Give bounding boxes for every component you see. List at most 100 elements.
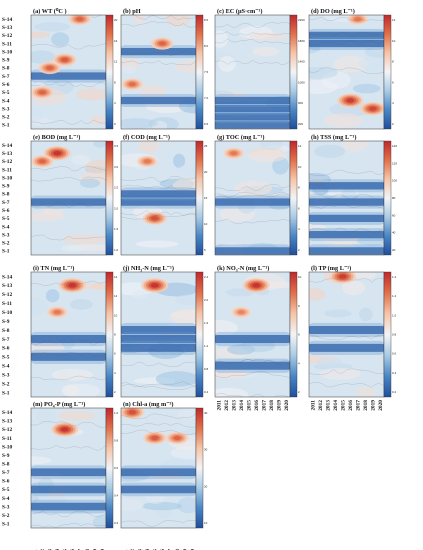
heatmap-field xyxy=(309,272,384,397)
colorbar-tick-label: 8.0 xyxy=(204,44,209,48)
year-tick-label: 2016 xyxy=(70,549,76,550)
year-tick-label: 2014 xyxy=(239,400,245,411)
colorbar-tick-label: 0.8 xyxy=(392,333,397,337)
site-label: S-2 xyxy=(2,381,10,387)
site-label: S-11 xyxy=(2,167,12,173)
year-tick-label: 2020 xyxy=(378,400,384,411)
site-label: S-14 xyxy=(2,410,12,416)
year-tick-label: 2013 xyxy=(232,400,238,411)
site-label: S-5 xyxy=(2,487,10,493)
year-tick-label: 2017 xyxy=(168,549,174,550)
site-label: S-7 xyxy=(2,200,10,206)
colorbar-tick-label: 80 xyxy=(392,196,396,200)
colorbar-tick-label: 2 xyxy=(298,390,300,394)
hotspot xyxy=(151,216,159,221)
hotspot xyxy=(60,427,69,432)
hotspot xyxy=(238,310,245,315)
colorbar-tick-label: 0.4 xyxy=(392,371,397,375)
low-band xyxy=(215,198,290,206)
panel-title: (m) PO₄-P (mg L⁻¹) xyxy=(33,401,85,408)
heatmap-field xyxy=(31,272,106,397)
colorbar xyxy=(195,271,204,398)
colorbar-tick-label: 1.2 xyxy=(392,294,397,298)
site-label: S-2 xyxy=(2,115,10,121)
colorbar-tick-label: 1.5 xyxy=(114,227,119,231)
heatmap-panel-9: (j) NH₃-N (mg L⁻¹) 2.4 2.0 1.6 1.2 0.8 0.4 xyxy=(120,265,209,398)
colorbar-tick-label: 0 xyxy=(114,122,116,126)
colorbar xyxy=(195,407,204,529)
hotspot xyxy=(173,435,181,441)
site-label: S-5 xyxy=(2,216,10,222)
heatmap-field xyxy=(31,408,106,528)
site-label: S-2 xyxy=(2,241,10,247)
site-label: S-4 xyxy=(2,364,10,370)
site-label: S-8 xyxy=(2,192,10,198)
colorbar xyxy=(105,407,114,529)
site-label: S-8 xyxy=(2,462,10,468)
site-label: S-5 xyxy=(2,90,10,96)
hotspot xyxy=(68,283,77,288)
colorbar-tick-label: 140 xyxy=(392,144,397,148)
site-label: S-9 xyxy=(2,319,10,325)
year-tick-label: 2011 xyxy=(311,400,317,411)
colorbar-tick-label: 2 xyxy=(114,390,116,394)
low-band xyxy=(215,334,290,343)
low-band xyxy=(309,230,384,239)
colorbar-tick-label: 1800 xyxy=(298,39,305,43)
year-tick-label: 2017 xyxy=(356,400,362,411)
low-band xyxy=(215,247,290,255)
low-band xyxy=(309,247,384,255)
year-tick-label: 2019 xyxy=(183,549,189,550)
heatmap-field xyxy=(121,408,196,528)
site-label: S-6 xyxy=(2,479,10,485)
site-label: S-2 xyxy=(2,513,10,519)
colorbar-tick-label: 2.0 xyxy=(204,298,209,302)
colorbar-tick-label: 100 xyxy=(392,179,397,183)
colorbar-tick-label: 8.5 xyxy=(204,18,209,22)
year-tick-label: 2016 xyxy=(160,549,166,550)
colorbar-tick-label: 0.8 xyxy=(204,367,209,371)
colorbar-tick-label: 2.4 xyxy=(204,275,209,279)
colorbar-tick-label: 10 xyxy=(298,275,302,279)
colorbar-tick-label: 8 xyxy=(114,333,116,337)
year-tick-label: 2011 xyxy=(123,549,129,550)
panel-title: (j) NH₃-N (mg L⁻¹) xyxy=(123,265,174,272)
colorbar xyxy=(289,140,298,256)
panel-title: (k) NO₃-N (mg L⁻¹) xyxy=(217,265,269,272)
site-label: S-10 xyxy=(2,444,12,450)
heatmap-panel-10: (k) NO₃-N (mg L⁻¹) 10 8 6 4 2 xyxy=(214,265,302,398)
colorbar-tick-label: 20 xyxy=(392,248,396,252)
heatmap-field xyxy=(215,15,290,129)
low-band xyxy=(309,214,384,223)
colorbar-tick-label: 8 xyxy=(298,304,300,308)
site-label: S-7 xyxy=(2,74,10,80)
low-band xyxy=(31,352,106,361)
hotspot xyxy=(354,17,362,22)
year-tick-label: 2019 xyxy=(277,400,283,411)
hotspot xyxy=(38,159,46,164)
colorbar xyxy=(289,14,298,130)
colorbar-tick-label: 200 xyxy=(298,122,303,126)
site-label: S-9 xyxy=(2,453,10,459)
panel-title: (f) COD (mg L⁻¹) xyxy=(123,134,170,141)
site-label: S-9 xyxy=(2,184,10,190)
colorbar-tick-label: 10 xyxy=(204,222,208,226)
site-label: S-12 xyxy=(2,427,12,433)
heatmap-field xyxy=(121,272,196,397)
heatmap-panel-1: (b) pH 8.5 8.0 7.5 7.0 6.5 xyxy=(120,8,209,130)
colorbar-tick-label: 8 xyxy=(114,80,116,84)
low-band xyxy=(309,326,384,335)
site-label: S-10 xyxy=(2,175,12,181)
hotspot xyxy=(61,57,69,62)
year-tick-label: 2011 xyxy=(217,400,223,411)
colorbar-tick-label: 120 xyxy=(392,161,397,165)
low-band xyxy=(31,485,106,494)
colorbar-tick-label: 0.8 xyxy=(114,439,119,443)
heatmap-field xyxy=(215,272,290,397)
year-tick-label: 2018 xyxy=(85,549,91,550)
site-label: S-6 xyxy=(2,82,10,88)
low-band xyxy=(31,198,106,206)
colorbar-tick-label: 7.5 xyxy=(204,70,209,74)
hotspot xyxy=(150,283,159,288)
